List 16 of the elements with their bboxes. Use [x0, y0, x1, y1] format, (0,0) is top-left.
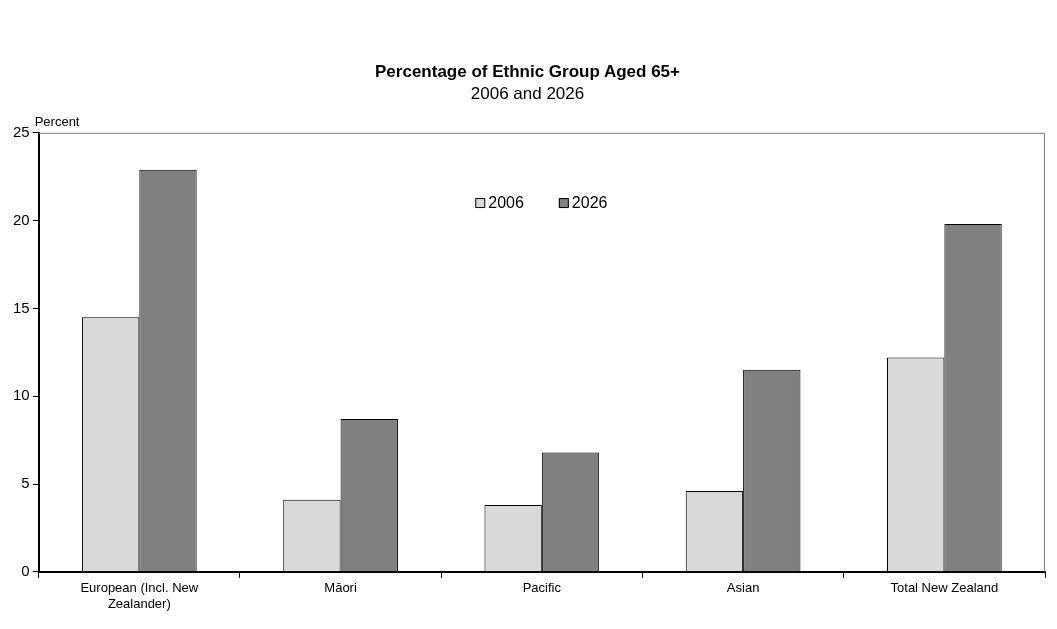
legend-label: 2006 — [488, 194, 524, 212]
x-tick-label: European (Incl. New Zealander) — [80, 580, 199, 611]
y-tick-label: 15 — [13, 298, 30, 316]
chart-title: Percentage of Ethnic Group Aged 65+ — [375, 61, 681, 81]
y-axis-title: Percent — [34, 113, 80, 129]
y-tick-label: 25 — [13, 122, 30, 140]
x-tick-label: Pacific — [522, 580, 562, 596]
x-tick-label: Asian — [726, 580, 760, 596]
y-tick-label: 5 — [21, 474, 30, 492]
x-tick-label: Māori — [324, 580, 357, 596]
x-tick-label: Total New Zealand — [890, 580, 999, 596]
y-tick-label: 20 — [13, 210, 30, 228]
y-tick-label: 0 — [21, 561, 30, 579]
chart-subtitle: 2006 and 2026 — [470, 84, 585, 104]
y-tick-label: 10 — [13, 386, 30, 404]
legend-label: 2026 — [571, 194, 608, 212]
